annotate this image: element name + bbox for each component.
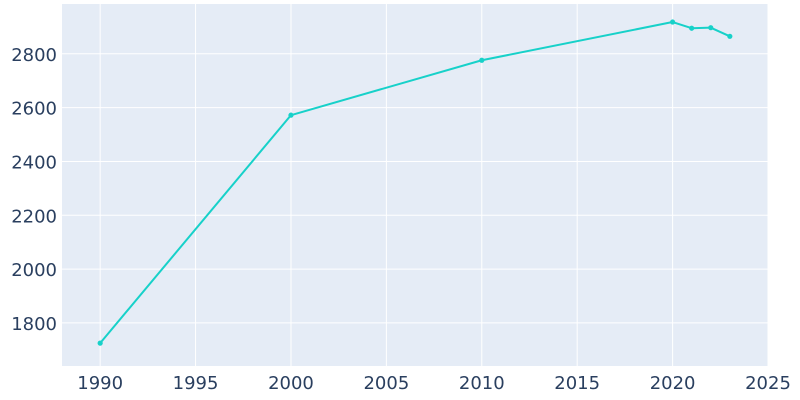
x-tick-label: 2010 [459,373,505,394]
x-tick-label: 2005 [363,373,409,394]
y-tick-label: 1800 [11,314,57,335]
data-point [708,25,714,31]
x-tick-label: 1990 [77,373,123,394]
x-axis: 1990 1995 2000 2005 2010 2015 2020 2025 [77,373,791,394]
y-tick-label: 2400 [11,152,57,173]
x-tick-label: 2020 [650,373,696,394]
data-point [479,57,485,63]
y-tick-label: 2600 [11,99,57,120]
y-axis: 1800 2000 2200 2400 2600 2800 [11,45,57,335]
y-tick-label: 2200 [11,206,57,227]
grid-lines [62,4,769,366]
x-tick-label: 2025 [745,373,791,394]
data-point [288,112,294,118]
x-tick-label: 1995 [173,373,219,394]
data-point [689,25,695,31]
data-point [97,340,103,346]
series-layer [97,19,733,346]
plot-area [62,4,768,366]
data-point [727,33,733,39]
x-tick-label: 2000 [268,373,314,394]
data-point [669,19,676,25]
x-tick-label: 2015 [554,373,600,394]
y-tick-label: 2000 [11,260,57,281]
y-tick-label: 2800 [11,45,57,66]
